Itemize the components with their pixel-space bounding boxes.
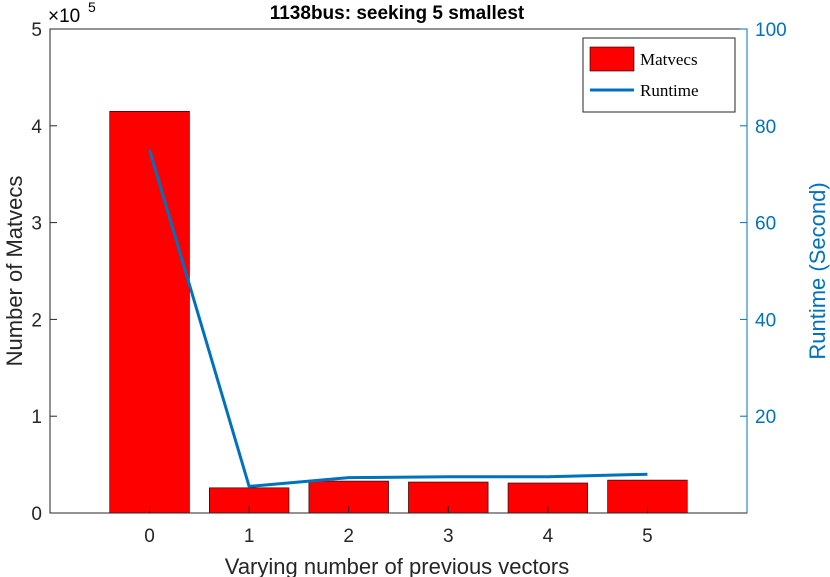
y-tick-label: 4 [31,117,42,138]
x-tick-label: 1 [244,526,255,547]
y-multiplier-base: ×10 [48,6,80,27]
x-axis-label: Varying number of previous vectors [225,554,569,577]
bar-2 [308,480,389,514]
x-axis-ticks: 0 1 2 3 4 5 [144,506,653,547]
matvecs-bars [109,110,688,514]
y2-tick-label: 60 [755,214,776,235]
x-tick-label: 4 [543,526,554,547]
y2-tick-label: 100 [755,20,787,41]
y2-axis-ticks: 20 40 60 80 100 [740,20,787,428]
y-axis-ticks: 0 1 2 3 4 5 [31,20,57,525]
x-tick-label: 0 [144,526,155,547]
bar-0 [109,110,190,514]
y-tick-label: 2 [31,310,42,331]
runtime-line [148,149,648,488]
legend-runtime-label: Runtime [640,81,699,100]
x-tick-label: 2 [343,526,354,547]
y-axis-multiplier: ×10 5 [48,0,96,27]
y-axis-label: Number of Matvecs [2,176,27,367]
y2-tick-label: 20 [755,407,776,428]
y2-axis-label: Runtime (Second) [805,182,830,359]
y-multiplier-exponent: 5 [88,0,96,15]
legend-matvecs-swatch [589,46,635,72]
chart-title: 1138bus: seeking 5 smallest [270,3,525,24]
y2-tick-label: 40 [755,310,776,331]
x-tick-label: 3 [443,526,454,547]
y-tick-label: 1 [31,407,42,428]
x-tick-label: 5 [642,526,653,547]
y-tick-label: 3 [31,214,42,235]
y-tick-label: 5 [31,20,42,41]
y2-tick-label: 80 [755,117,776,138]
legend: Matvecs Runtime [582,37,736,113]
y-tick-label: 0 [31,504,42,525]
legend-matvecs-label: Matvecs [640,50,698,69]
